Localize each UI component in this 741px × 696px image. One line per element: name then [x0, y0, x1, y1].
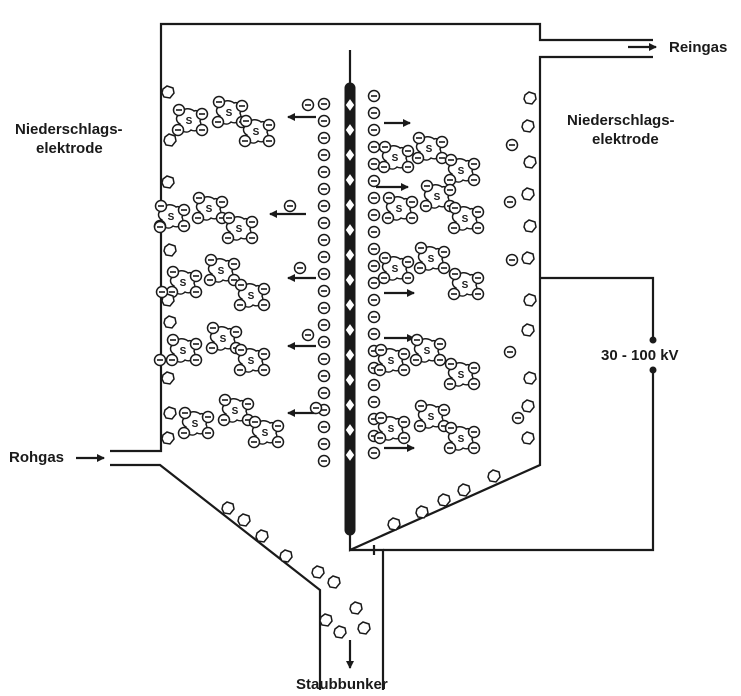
terminal-upper — [649, 336, 657, 344]
electrode-corona-marks — [344, 97, 356, 463]
rohgas-label: Rohgas — [9, 449, 65, 466]
right-electrode-label-line2: elektrode — [592, 131, 659, 148]
left-electrode-label-line1: Niederschlags- — [15, 121, 123, 138]
voltage-label: 30 - 100 kV — [601, 347, 679, 364]
reingas-label: Reingas — [669, 39, 728, 56]
left-electrode-label-line2: elektrode — [36, 140, 103, 157]
right-electrode-label-line1: Niederschlags- — [567, 112, 675, 129]
terminal-lower — [649, 366, 657, 374]
staubbunker-label: Staubbunker — [296, 676, 388, 693]
flow-arrows — [76, 43, 657, 669]
